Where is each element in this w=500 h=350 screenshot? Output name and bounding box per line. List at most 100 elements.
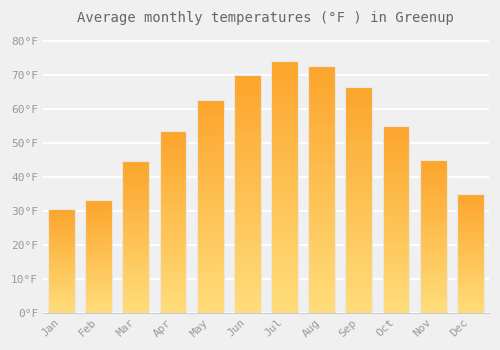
Bar <box>271 106 298 111</box>
Bar <box>197 177 224 181</box>
Bar <box>382 279 409 283</box>
Bar <box>48 244 75 246</box>
Bar <box>86 234 112 236</box>
Bar <box>346 118 372 123</box>
Bar <box>122 186 149 189</box>
Bar <box>160 218 186 222</box>
Bar <box>457 229 483 232</box>
Bar <box>86 310 112 313</box>
Bar <box>48 228 75 230</box>
Bar <box>86 257 112 259</box>
Bar <box>160 203 186 207</box>
Bar <box>122 216 149 219</box>
Bar <box>457 270 483 272</box>
Bar <box>160 156 186 160</box>
Bar <box>271 232 298 237</box>
Bar <box>271 197 298 202</box>
Bar <box>197 189 224 194</box>
Bar <box>234 194 260 198</box>
Bar <box>382 245 409 249</box>
Bar <box>160 298 186 302</box>
Bar <box>271 162 298 167</box>
Bar <box>48 215 75 217</box>
Bar <box>271 247 298 252</box>
Bar <box>160 193 186 196</box>
Bar <box>420 310 446 313</box>
Bar <box>308 194 335 199</box>
Bar <box>234 217 260 222</box>
Bar <box>457 298 483 301</box>
Bar <box>86 297 112 299</box>
Bar <box>420 242 446 245</box>
Bar <box>48 259 75 261</box>
Bar <box>308 214 335 219</box>
Bar <box>346 236 372 240</box>
Bar <box>197 228 224 232</box>
Bar <box>234 227 260 232</box>
Bar <box>234 222 260 227</box>
Bar <box>122 174 149 176</box>
Bar <box>420 282 446 285</box>
Bar <box>48 238 75 240</box>
Bar <box>457 194 483 196</box>
Bar <box>197 219 224 223</box>
Bar <box>346 86 372 313</box>
Bar <box>308 308 335 313</box>
Bar <box>122 198 149 201</box>
Bar <box>86 218 112 220</box>
Bar <box>346 109 372 114</box>
Bar <box>86 304 112 306</box>
Bar <box>122 191 149 195</box>
Bar <box>308 125 335 130</box>
Bar <box>346 209 372 213</box>
Bar <box>48 288 75 290</box>
Bar <box>197 270 224 274</box>
Bar <box>122 258 149 261</box>
Bar <box>48 246 75 248</box>
Bar <box>86 247 112 250</box>
Bar <box>308 130 335 135</box>
Bar <box>197 283 224 287</box>
Bar <box>420 248 446 251</box>
Bar <box>271 76 298 81</box>
Bar <box>308 180 335 184</box>
Bar <box>86 243 112 245</box>
Bar <box>197 223 224 228</box>
Bar <box>308 278 335 283</box>
Bar <box>160 131 186 313</box>
Bar <box>86 284 112 286</box>
Bar <box>457 306 483 308</box>
Bar <box>457 291 483 294</box>
Bar <box>382 159 409 163</box>
Bar <box>48 296 75 298</box>
Bar <box>420 209 446 212</box>
Bar <box>86 306 112 308</box>
Bar <box>48 232 75 234</box>
Bar <box>86 212 112 214</box>
Bar <box>234 265 260 270</box>
Bar <box>382 167 409 170</box>
Bar <box>346 299 372 303</box>
Bar <box>197 249 224 253</box>
Bar <box>160 149 186 153</box>
Bar <box>271 126 298 132</box>
Bar <box>160 182 186 185</box>
Bar <box>160 254 186 258</box>
Bar <box>122 307 149 310</box>
Bar <box>234 270 260 274</box>
Bar <box>271 101 298 106</box>
Bar <box>382 193 409 197</box>
Bar <box>122 164 149 167</box>
Bar <box>382 148 409 152</box>
Bar <box>346 173 372 177</box>
Bar <box>48 294 75 296</box>
Bar <box>197 100 224 313</box>
Bar <box>346 114 372 118</box>
Bar <box>308 184 335 189</box>
Bar <box>234 208 260 213</box>
Bar <box>122 237 149 240</box>
Bar <box>48 242 75 244</box>
Bar <box>346 91 372 96</box>
Bar <box>420 193 446 196</box>
Bar <box>197 151 224 155</box>
